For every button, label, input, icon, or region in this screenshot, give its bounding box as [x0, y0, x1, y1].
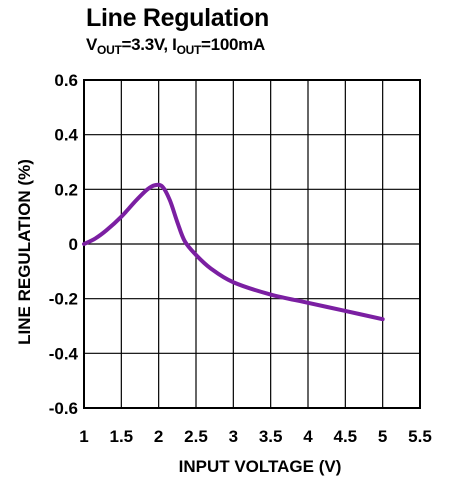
x-tick-label-5: 3.5 — [259, 427, 283, 446]
subtitle-v: V — [86, 35, 98, 54]
x-tick-label-6: 4 — [303, 427, 313, 446]
x-tick-label-7: 4.5 — [334, 427, 358, 446]
x-tick-label-4: 3 — [229, 427, 238, 446]
x-tick-label-1: 1.5 — [110, 427, 134, 446]
chart-subtitle: VOUT=3.3V, IOUT=100mA — [86, 35, 265, 57]
y-axis-label: LINE REGULATION (%) — [15, 159, 34, 345]
x-tick-label-9: 5.5 — [408, 427, 432, 446]
x-tick-label-0: 1 — [79, 427, 88, 446]
y-tick-label-6: -0.6 — [49, 399, 78, 418]
x-axis-label: INPUT VOLTAGE (V) — [179, 457, 342, 476]
chart-title: Line Regulation — [86, 4, 270, 32]
x-tick-label-8: 5 — [378, 427, 387, 446]
y-tick-label-0: 0.6 — [54, 71, 78, 90]
y-tick-label-4: -0.2 — [49, 290, 78, 309]
subtitle-v-value: =3.3V, — [121, 35, 173, 54]
series-group — [82, 182, 385, 322]
subtitle-i-sub: OUT — [176, 43, 202, 57]
y-tick-labels: 0.6 0.4 0.2 0 -0.2 -0.4 -0.6 — [49, 71, 79, 418]
x-tick-label-2: 2 — [154, 427, 163, 446]
y-tick-label-3: 0 — [69, 235, 78, 254]
subtitle-i-value: =100mA — [201, 35, 265, 54]
grid — [83, 79, 421, 409]
y-tick-label-2: 0.2 — [54, 180, 78, 199]
subtitle-v-sub: OUT — [97, 43, 122, 57]
series-line-0 — [82, 182, 385, 322]
subtitle-i: I — [172, 35, 177, 54]
y-tick-label-1: 0.4 — [54, 126, 78, 145]
y-tick-label-5: -0.4 — [49, 344, 79, 363]
x-tick-labels: 1 1.5 2 2.5 3 3.5 4 4.5 5 5.5 — [79, 427, 432, 446]
x-tick-label-3: 2.5 — [184, 427, 208, 446]
